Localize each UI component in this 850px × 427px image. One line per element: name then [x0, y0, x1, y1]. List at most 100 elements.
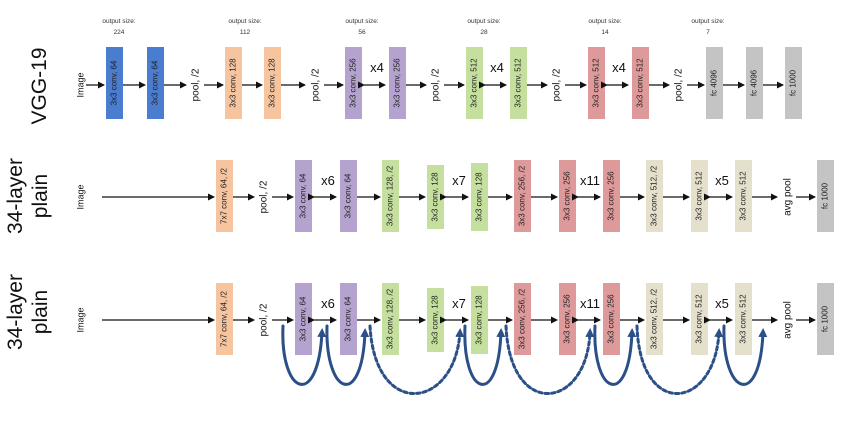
conv-block: 3x3 conv, 64: [295, 160, 312, 232]
conv-block: 3x3 conv, 256: [559, 160, 576, 232]
image-label: Image: [75, 72, 85, 97]
image-label: Image: [75, 307, 85, 332]
repeat-label: x5: [715, 296, 729, 311]
repeat-label: x4: [370, 60, 384, 75]
svg-text:7x7 conv, 64, /2: 7x7 conv, 64, /2: [220, 168, 229, 224]
conv-block: 3x3 conv, 64: [295, 283, 312, 355]
repeat-label: x7: [452, 296, 466, 311]
conv-block: 3x3 conv, 128: [471, 163, 488, 231]
pool-label: pool, /2: [191, 68, 202, 101]
skip-connection-identity: [463, 324, 506, 386]
conv-block: 3x3 conv, 512: [632, 47, 649, 119]
svg-text:3x3 conv, 64: 3x3 conv, 64: [299, 296, 308, 341]
svg-text:fc 1000: fc 1000: [789, 69, 798, 96]
skip-connection-identity: [722, 324, 768, 386]
conv-block: 3x3 conv, 128, /2: [382, 160, 399, 232]
conv-block: 3x3 conv, 256, /2: [514, 160, 531, 232]
skip-connection-identity: [325, 324, 370, 386]
conv-block: 3x3 conv, 128: [225, 47, 242, 119]
svg-text:3x3 conv, 256, /2: 3x3 conv, 256, /2: [518, 288, 527, 349]
conv-block: 3x3 conv, 128: [427, 165, 444, 229]
output-size-title: output size:: [102, 18, 135, 25]
vgg-row-label: VGG-19: [28, 47, 51, 124]
plain-row-label-line2: plain: [29, 174, 52, 218]
conv-block: 3x3 conv, 512: [735, 160, 752, 232]
residual-row-label-line2: plain: [29, 290, 52, 334]
skip-connection-identity: [593, 324, 637, 386]
svg-text:3x3 conv, 512: 3x3 conv, 512: [695, 294, 704, 344]
conv-block: 3x3 conv, 256: [389, 47, 406, 119]
repeat-label: x4: [490, 60, 504, 75]
svg-text:fc 4096: fc 4096: [710, 69, 719, 96]
repeat-label: x5: [715, 173, 729, 188]
svg-text:3x3 conv, 64: 3x3 conv, 64: [299, 173, 308, 218]
conv-block: 3x3 conv, 512: [466, 47, 483, 119]
svg-text:3x3 conv, 512: 3x3 conv, 512: [514, 58, 523, 108]
pool-label: pool, /2: [311, 68, 322, 101]
fc-block: fc 4096: [706, 47, 723, 119]
conv-block: 3x3 conv, 128: [427, 288, 444, 352]
repeat-label: x4: [612, 60, 626, 75]
conv-block: 3x3 conv, 128: [471, 286, 488, 354]
conv-block: 3x3 conv, 512: [510, 47, 527, 119]
svg-text:3x3 conv, 256, /2: 3x3 conv, 256, /2: [518, 165, 527, 226]
conv-block: 7x7 conv, 64, /2: [216, 160, 233, 232]
repeat-label: x6: [321, 296, 335, 311]
pool-label: pool, /2: [552, 68, 563, 101]
conv-block: 3x3 conv, 512, /2: [646, 283, 663, 355]
plain-row-label-line1: 34-layer: [4, 158, 27, 234]
conv-block: 3x3 conv, 512: [691, 160, 708, 232]
output-size-value: 112: [240, 29, 251, 36]
svg-text:3x3 conv, 512: 3x3 conv, 512: [470, 58, 479, 108]
skip-connection-projection: [368, 324, 465, 395]
skip-connection-identity: [281, 324, 327, 386]
svg-text:3x3 conv, 128: 3x3 conv, 128: [229, 58, 238, 108]
svg-text:3x3 conv, 256: 3x3 conv, 256: [393, 58, 402, 108]
fc-block: fc 1000: [817, 283, 834, 355]
avg-pool-label: avg pool: [783, 301, 794, 339]
svg-text:3x3 conv, 128: 3x3 conv, 128: [431, 172, 440, 222]
svg-text:fc 1000: fc 1000: [821, 305, 830, 332]
image-label: Image: [75, 184, 85, 209]
svg-text:3x3 conv, 128: 3x3 conv, 128: [431, 295, 440, 345]
skip-connection-projection: [635, 324, 724, 395]
output-size-title: output size:: [228, 18, 261, 25]
plain-row: Image 7x7 conv, 64, /2 pool, /2 3x3 conv…: [75, 160, 834, 232]
repeat-label: x6: [321, 173, 335, 188]
pool-label: pool, /2: [259, 180, 270, 213]
svg-text:3x3 conv, 512: 3x3 conv, 512: [739, 294, 748, 344]
svg-text:3x3 conv, 512: 3x3 conv, 512: [695, 171, 704, 221]
conv-block: 3x3 conv, 128: [264, 47, 281, 119]
conv-block: 3x3 conv, 64: [340, 160, 357, 232]
svg-text:3x3 conv, 128: 3x3 conv, 128: [475, 295, 484, 345]
pool-label: pool, /2: [431, 68, 442, 101]
svg-text:3x3 conv, 256: 3x3 conv, 256: [607, 171, 616, 221]
fc-block: fc 1000: [785, 47, 802, 119]
repeat-label: x7: [452, 173, 466, 188]
conv-block: 3x3 conv, 512: [735, 283, 752, 355]
conv-block: 3x3 conv, 64: [340, 283, 357, 355]
svg-text:3x3 conv, 256: 3x3 conv, 256: [563, 171, 572, 221]
conv-block: 3x3 conv, 64: [106, 47, 123, 119]
conv-block: 3x3 conv, 512: [588, 47, 605, 119]
svg-text:3x3 conv, 512: 3x3 conv, 512: [636, 58, 645, 108]
svg-text:3x3 conv, 512, /2: 3x3 conv, 512, /2: [650, 288, 659, 349]
svg-text:3x3 conv, 128: 3x3 conv, 128: [475, 172, 484, 222]
conv-block: 3x3 conv, 256: [603, 283, 620, 355]
fc-block: fc 4096: [746, 47, 763, 119]
fc-block: fc 1000: [817, 160, 834, 232]
svg-text:3x3 conv, 256: 3x3 conv, 256: [607, 294, 616, 344]
conv-block: 3x3 conv, 64: [147, 47, 164, 119]
residual-row: Image 7x7 conv, 64, /2 pool, /2 3x3 conv…: [75, 283, 834, 395]
svg-text:3x3 conv, 256: 3x3 conv, 256: [349, 58, 358, 108]
svg-text:3x3 conv, 512: 3x3 conv, 512: [739, 171, 748, 221]
svg-text:3x3 conv, 128, /2: 3x3 conv, 128, /2: [386, 288, 395, 349]
svg-text:3x3 conv, 256: 3x3 conv, 256: [563, 294, 572, 344]
repeat-label: x11: [580, 173, 600, 188]
svg-text:3x3 conv, 128: 3x3 conv, 128: [268, 58, 277, 108]
output-size-title: output size:: [588, 18, 621, 25]
output-size-title: output size:: [345, 18, 378, 25]
conv-block: 3x3 conv, 256, /2: [514, 283, 531, 355]
output-size-value: 7: [706, 29, 710, 36]
